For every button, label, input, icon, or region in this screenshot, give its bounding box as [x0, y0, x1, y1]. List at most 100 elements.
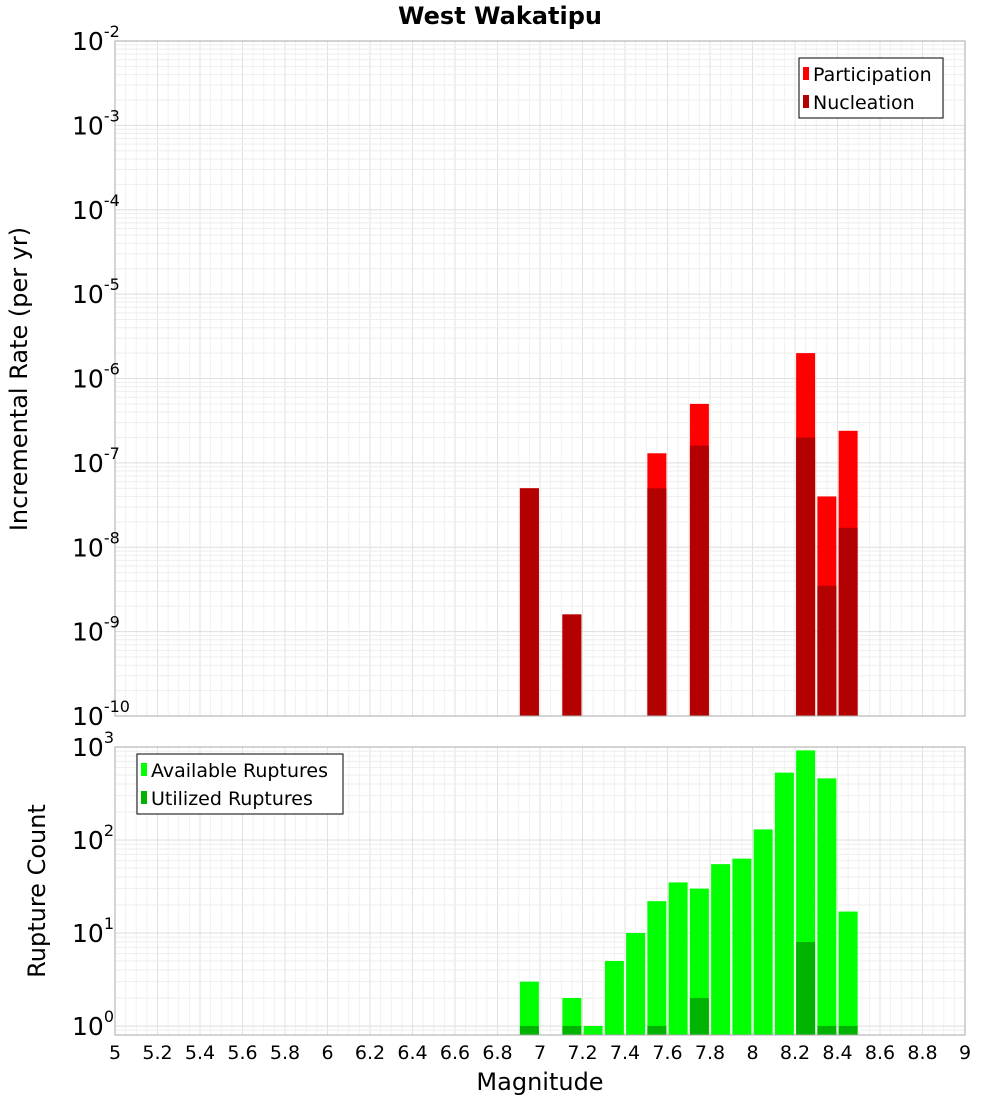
- y-tick-exponent: 1: [104, 914, 114, 933]
- bar-nucleation: [647, 488, 667, 716]
- top-y-ticks: 10-210-310-410-510-610-710-810-910-10: [72, 22, 130, 731]
- y-tick-base: 10: [72, 1012, 104, 1041]
- x-ticks: 5 5.2 5.4 5.6 5.8 6 6.2 6.4 6.6 6.8 7 7.2 7.4 7.6 7.8 8…: [109, 1042, 971, 1064]
- bar-available-ruptures: [753, 829, 773, 1035]
- y-tick-label: 102: [72, 821, 114, 855]
- y-tick-label: 10-6: [72, 360, 120, 394]
- x-tick-label: 7: [534, 1042, 546, 1064]
- y-tick-label: 10-3: [72, 106, 120, 140]
- y-tick-base: 10: [72, 365, 104, 394]
- bar-available-ruptures: [583, 1025, 603, 1035]
- x-tick-label: 6: [321, 1042, 333, 1064]
- x-tick-label: 6.6: [440, 1042, 470, 1064]
- y-tick-label: 10-2: [72, 22, 120, 56]
- top-y-axis-label: Incremental Rate (per yr): [5, 227, 33, 531]
- bottom-y-axis-label: Rupture Count: [23, 804, 51, 978]
- bar-utilized-ruptures: [817, 1025, 837, 1035]
- y-tick-exponent: -5: [104, 275, 120, 294]
- y-tick-label: 10-4: [72, 191, 120, 225]
- top-panel: 10-210-310-410-510-610-710-810-910-10 We…: [5, 2, 966, 731]
- y-tick-label: 100: [72, 1007, 114, 1041]
- bar-available-ruptures: [774, 772, 794, 1035]
- y-tick-exponent: -2: [104, 22, 120, 41]
- legend-label: Nucleation: [813, 92, 915, 114]
- legend-box: [798, 57, 944, 119]
- bar-utilized-ruptures: [647, 1025, 667, 1035]
- bar-utilized-ruptures: [689, 997, 709, 1035]
- x-tick-label: 6.8: [482, 1042, 512, 1064]
- x-tick-label: 5.4: [185, 1042, 215, 1064]
- x-tick-label: 7.4: [610, 1042, 640, 1064]
- chart-title: West Wakatipu: [398, 2, 602, 30]
- legend-swatch: [803, 95, 809, 108]
- x-tick-label: 6.4: [397, 1042, 427, 1064]
- bar-available-ruptures: [668, 882, 688, 1035]
- top-bars: [519, 353, 858, 716]
- y-tick-label: 10-9: [72, 613, 120, 647]
- legend-box: [136, 753, 344, 815]
- bar-nucleation: [796, 437, 816, 716]
- y-tick-base: 10: [72, 618, 104, 647]
- bar-available-ruptures: [626, 932, 646, 1035]
- x-tick-label: 5: [109, 1042, 121, 1064]
- y-tick-base: 10: [72, 111, 104, 140]
- x-tick-label: 5.2: [142, 1042, 172, 1064]
- top-legend: Participation Nucleation: [798, 57, 944, 119]
- bottom-bars: [519, 750, 858, 1035]
- x-tick-label: 8.8: [907, 1042, 937, 1064]
- y-tick-base: 10: [72, 449, 104, 478]
- bottom-gridlines: [114, 746, 966, 1036]
- y-tick-exponent: 3: [104, 728, 114, 747]
- y-tick-label: 10-5: [72, 275, 120, 309]
- y-tick-exponent: -8: [104, 528, 120, 547]
- x-tick-label: 8: [746, 1042, 758, 1064]
- x-axis-label: Magnitude: [476, 1068, 603, 1096]
- legend-label: Participation: [813, 64, 932, 86]
- y-tick-label: 10-8: [72, 528, 120, 562]
- bar-nucleation: [817, 585, 837, 716]
- x-tick-label: 8.6: [865, 1042, 895, 1064]
- y-tick-base: 10: [72, 533, 104, 562]
- bottom-plot-border: [114, 746, 966, 1036]
- bar-available-ruptures: [732, 858, 752, 1035]
- bar-utilized-ruptures: [838, 1025, 858, 1035]
- bar-utilized-ruptures: [562, 1025, 582, 1035]
- legend-swatch: [141, 763, 147, 776]
- top-plot-border: [114, 40, 966, 717]
- bar-available-ruptures: [562, 997, 582, 1035]
- y-tick-base: 10: [72, 919, 104, 948]
- y-tick-base: 10: [72, 280, 104, 309]
- x-tick-label: 6.2: [355, 1042, 385, 1064]
- y-tick-base: 10: [72, 196, 104, 225]
- bar-available-ruptures: [711, 864, 731, 1035]
- y-tick-label: 103: [72, 728, 114, 762]
- bar-available-ruptures: [838, 911, 858, 1035]
- x-tick-label: 9: [959, 1042, 971, 1064]
- y-tick-exponent: -9: [104, 613, 120, 632]
- y-tick-exponent: -3: [104, 106, 120, 125]
- y-tick-exponent: -4: [104, 191, 120, 210]
- y-tick-label: 101: [72, 914, 114, 948]
- legend-swatch: [803, 67, 809, 80]
- legend-label: Utilized Ruptures: [151, 788, 313, 810]
- x-tick-label: 7.2: [567, 1042, 597, 1064]
- y-tick-base: 10: [72, 702, 104, 731]
- bar-utilized-ruptures: [796, 942, 816, 1035]
- x-tick-label: 8.2: [780, 1042, 810, 1064]
- y-tick-label: 10-7: [72, 444, 120, 478]
- x-tick-label: 8.4: [822, 1042, 852, 1064]
- y-tick-exponent: -7: [104, 444, 120, 463]
- y-tick-base: 10: [72, 733, 104, 762]
- bottom-legend: Available Ruptures Utilized Ruptures: [136, 753, 344, 815]
- bar-available-ruptures: [647, 901, 667, 1035]
- bar-nucleation: [519, 488, 539, 716]
- y-tick-base: 10: [72, 27, 104, 56]
- bar-nucleation: [838, 527, 858, 716]
- legend-swatch: [141, 791, 147, 804]
- x-tick-label: 5.6: [227, 1042, 257, 1064]
- bar-utilized-ruptures: [519, 1025, 539, 1035]
- x-tick-label: 7.6: [652, 1042, 682, 1064]
